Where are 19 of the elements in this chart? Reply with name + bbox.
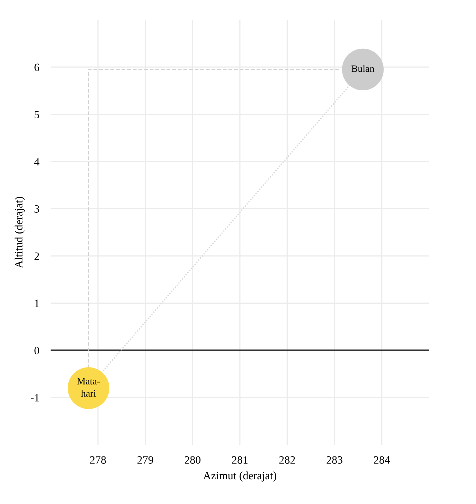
y-axis-title: Altitud (derajat) — [14, 197, 26, 268]
x-tick-label: 284 — [374, 456, 390, 464]
x-tick-label: 280 — [184, 456, 201, 464]
series-label: Mata- hari — [77, 378, 100, 397]
y-tick-label: 4 — [34, 158, 40, 166]
series-label: Bulan — [352, 65, 375, 72]
x-tick-label: 279 — [138, 456, 154, 464]
y-tick-label: 0 — [34, 347, 40, 355]
y-tick-label: 2 — [34, 252, 40, 260]
x-tick-label: 282 — [280, 456, 296, 464]
y-tick-label: -1 — [30, 394, 40, 402]
x-tick-label: 283 — [326, 456, 343, 464]
y-tick-label: 3 — [34, 205, 40, 213]
y-tick-label: 5 — [34, 111, 40, 119]
y-tick-label: 6 — [34, 64, 40, 72]
y-tick-label: 1 — [35, 300, 40, 308]
x-tick-label: 281 — [232, 456, 248, 464]
x-tick-label: 278 — [90, 456, 106, 464]
x-axis-title: Azimut (derajat) — [203, 472, 277, 482]
